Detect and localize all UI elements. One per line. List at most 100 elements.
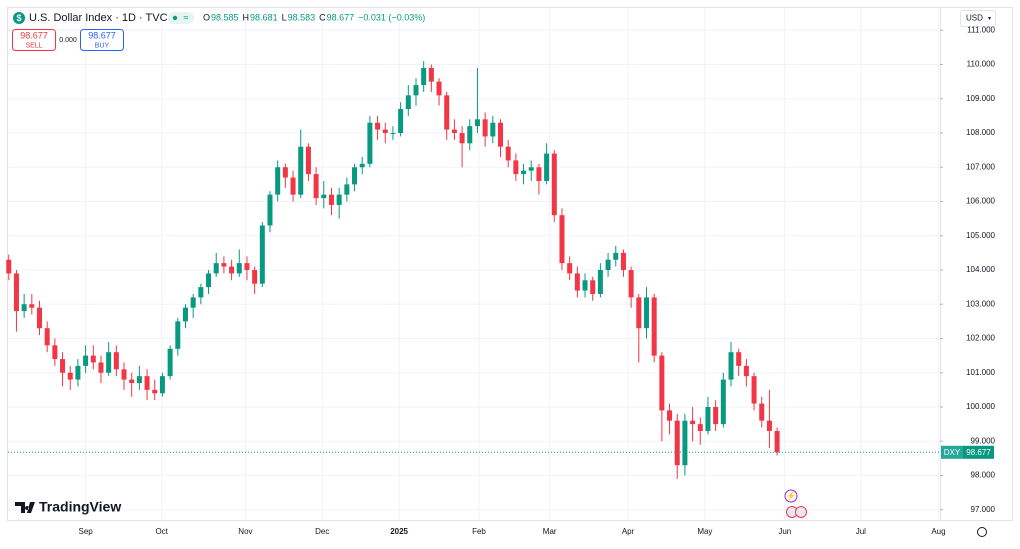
- candle-body: [428, 67, 434, 82]
- candle-body: [221, 263, 227, 267]
- candle-body: [436, 81, 442, 96]
- logo-mark: [15, 502, 35, 513]
- candle-body: [290, 177, 296, 195]
- candle-body: [628, 269, 634, 298]
- candle-body: [321, 194, 327, 199]
- candle-body: [328, 194, 334, 205]
- candle-body: [544, 153, 550, 181]
- candle-body: [367, 122, 373, 164]
- y-tick-label: 98.000: [971, 471, 996, 480]
- candle-body: [305, 146, 311, 175]
- candle-body: [513, 160, 519, 175]
- y-tick-label: 100.000: [966, 402, 995, 411]
- x-tick-label: Sep: [78, 527, 93, 536]
- candle-body: [467, 126, 473, 144]
- visibility-toggle[interactable]: [168, 12, 194, 24]
- candle-body: [667, 410, 673, 421]
- logo-text: TradingView: [39, 499, 121, 515]
- candle-body: [75, 365, 81, 380]
- candle-body: [344, 184, 350, 195]
- candle-body: [682, 420, 688, 466]
- buy-price: 98.677: [88, 30, 116, 40]
- last-price-tag: [963, 445, 994, 459]
- y-tick-label: 106.000: [966, 197, 995, 206]
- buy-label: BUY: [95, 42, 110, 49]
- symbol-title[interactable]: U.S. Dollar Index · 1D · TVC: [29, 12, 168, 24]
- settings-icon[interactable]: [977, 527, 987, 537]
- candle-body: [444, 95, 450, 130]
- x-tick-label: Oct: [155, 527, 168, 536]
- candle-body: [152, 389, 158, 394]
- candle-body: [275, 167, 281, 195]
- spread: 0.000: [59, 37, 77, 44]
- candle-body: [90, 355, 96, 363]
- flag-icon[interactable]: [795, 506, 807, 518]
- candle-body: [459, 133, 465, 144]
- y-tick-label: 99.000: [971, 436, 996, 445]
- candle-body: [175, 321, 181, 349]
- candle-body: [121, 369, 127, 380]
- price-axis: 97.000 98.000 99.000 100.000 101.000 102.000 1…: [940, 25, 996, 514]
- change: −0.031 (−0.03%): [358, 12, 425, 22]
- candle-body: [521, 170, 527, 175]
- candle-body: [620, 252, 626, 270]
- candle-body: [44, 328, 50, 346]
- candle-body: [236, 263, 242, 274]
- sell-label: SELL: [25, 42, 42, 49]
- candle-body: [451, 129, 457, 134]
- candle-body: [728, 352, 734, 380]
- candle-body: [98, 362, 104, 373]
- x-tick-label: Mar: [543, 527, 557, 536]
- candle-body: [252, 269, 258, 284]
- candle-body: [206, 273, 212, 288]
- y-tick-label: 102.000: [966, 334, 995, 343]
- x-tick-label: Jul: [856, 527, 866, 536]
- candle-body: [590, 280, 596, 294]
- sell-button[interactable]: [12, 29, 56, 51]
- candle-body: [29, 304, 35, 308]
- candle-body: [528, 167, 534, 171]
- candle-body: [690, 420, 696, 425]
- candle-body: [37, 307, 43, 329]
- x-tick-label: Feb: [472, 527, 486, 536]
- y-tick-label: 107.000: [966, 162, 995, 171]
- status-dot: [172, 15, 178, 21]
- candle-body: [643, 297, 649, 329]
- candle-body: [405, 95, 411, 110]
- x-tick-label: 2025: [390, 527, 408, 536]
- time-axis: Sep Oct Nov Dec 2025 Feb Mar Apr May Jun Jul Aug: [78, 527, 945, 536]
- candle-body: [597, 269, 603, 294]
- candle-body: [244, 263, 250, 270]
- x-tick-label: Nov: [238, 527, 252, 536]
- buy-button[interactable]: [80, 29, 124, 51]
- currency: USD: [966, 14, 983, 23]
- y-tick-label: 108.000: [966, 128, 995, 137]
- currency-button[interactable]: [960, 10, 996, 27]
- candle-body: [636, 297, 642, 329]
- candle-body: [83, 355, 89, 366]
- candle-body: [60, 359, 66, 373]
- candle-body: [474, 119, 480, 127]
- candle-body: [352, 167, 358, 185]
- y-tick-label: 109.000: [966, 94, 995, 103]
- candle-body: [567, 263, 573, 274]
- candle-body: [52, 345, 58, 360]
- candle-body: [106, 352, 112, 373]
- candle-body: [759, 403, 765, 421]
- candle-body: [67, 372, 73, 380]
- candle-body: [490, 122, 496, 137]
- y-tick-label: 101.000: [966, 368, 995, 377]
- candle-body: [421, 67, 427, 86]
- x-tick-label: Aug: [931, 527, 945, 536]
- event-icon[interactable]: [784, 489, 798, 503]
- candle-body: [743, 365, 749, 377]
- candle-body: [674, 420, 680, 466]
- toggle-icon: ≈: [184, 12, 189, 22]
- ohlc-value: 98.583: [288, 12, 316, 22]
- grid: [8, 8, 940, 520]
- candle-body: [182, 307, 188, 322]
- candle-body: [6, 259, 12, 274]
- candle-body: [298, 146, 304, 195]
